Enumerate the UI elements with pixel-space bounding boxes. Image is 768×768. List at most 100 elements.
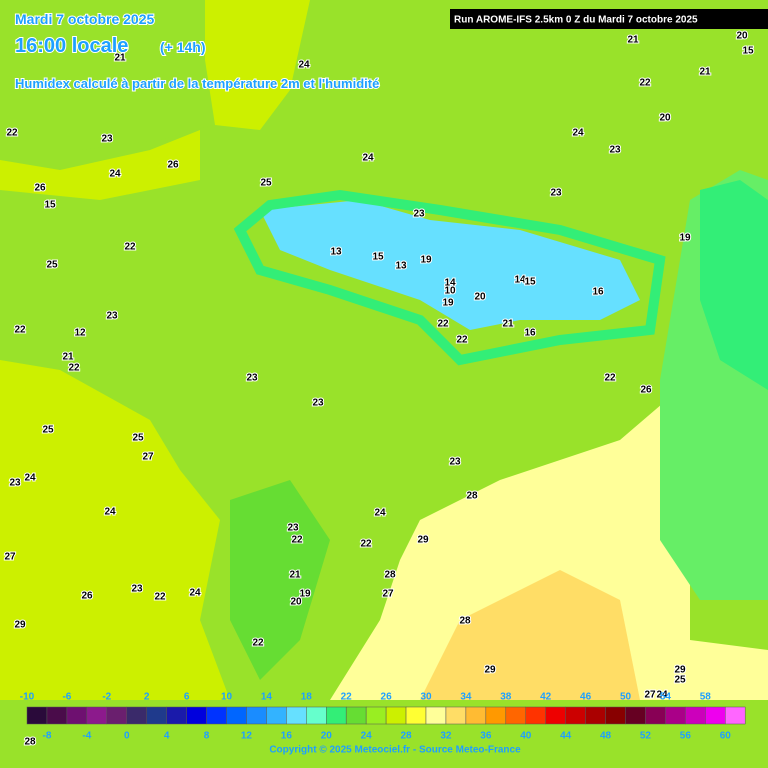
contour-label: 23 (131, 584, 143, 595)
colorbar-label: 46 (580, 692, 592, 703)
contour-label: 25 (42, 425, 54, 436)
contour-label: 23 (449, 457, 461, 468)
contour-label: 23 (287, 523, 299, 534)
contour-label: 27 (382, 589, 394, 600)
contour-label: 22 (437, 319, 449, 330)
contour-label: 16 (592, 287, 604, 298)
green-sea (700, 180, 768, 390)
colorbar-swatch (345, 706, 367, 725)
colorbar-label: 6 (184, 692, 190, 703)
contour-label: 23 (312, 398, 324, 409)
colorbar-label: -2 (102, 692, 111, 703)
contour-label: 27 (142, 452, 154, 463)
contour-label: 22 (6, 128, 18, 139)
contour-label: 22 (68, 363, 80, 374)
run-label: Run AROME-IFS 2.5km 0 Z du Mardi 7 octob… (454, 15, 698, 26)
colorbar-label: 28 (400, 731, 412, 742)
colorbar-label: 24 (361, 731, 373, 742)
contour-label: 28 (24, 737, 36, 748)
contour-label: 25 (132, 433, 144, 444)
contour-label: 19 (420, 255, 432, 266)
colorbar-swatch (425, 706, 447, 725)
contour-label: 13 (395, 261, 407, 272)
contour-label: 19 (679, 233, 691, 244)
colorbar-swatch (405, 706, 427, 725)
colorbar-swatch (306, 706, 327, 725)
contour-label: 27 (644, 690, 656, 701)
contour-label: 25 (674, 675, 686, 686)
colorbar-label: 2 (144, 692, 150, 703)
contour-label: 20 (474, 292, 486, 303)
contour-label: 24 (298, 60, 310, 71)
colorbar-label: 50 (620, 692, 632, 703)
colorbar-label: 48 (600, 731, 612, 742)
colorbar-swatch (525, 706, 546, 725)
lead: (+ 14h) (160, 39, 206, 55)
colorbar-label: 26 (381, 692, 393, 703)
contour-label: 19 (299, 589, 311, 600)
contour-label: 13 (330, 247, 342, 258)
colorbar-label: 22 (341, 692, 353, 703)
contour-label: 22 (360, 539, 372, 550)
colorbar-label: -10 (20, 692, 35, 703)
colorbar-label: -8 (42, 731, 51, 742)
contour-label: 28 (384, 570, 396, 581)
contour-label: 26 (34, 183, 46, 194)
colorbar-label: 60 (720, 731, 732, 742)
contour-label: 12 (74, 328, 86, 339)
colorbar-label: 4 (164, 731, 170, 742)
contour-label: 24 (374, 508, 386, 519)
colorbar-label: 38 (500, 692, 512, 703)
contour-label: 15 (44, 200, 56, 211)
colorbar-swatch (86, 706, 108, 725)
colorbar-swatch (126, 706, 147, 725)
cool-area (260, 200, 640, 330)
time: 16:00 locale (15, 35, 128, 57)
contour-label: 21 (289, 570, 301, 581)
contour-label: 24 (362, 153, 374, 164)
colorbar-swatch (545, 706, 566, 725)
contour-label: 21 (62, 352, 74, 363)
contour-label: 25 (260, 178, 272, 189)
colorbar-label: 30 (420, 692, 432, 703)
colorbar-swatch (505, 706, 526, 725)
contour-label: 28 (459, 616, 471, 627)
colorbar-swatch (286, 706, 307, 725)
contour-label: 29 (14, 620, 26, 631)
colorbar-label: 36 (480, 731, 492, 742)
contour-label: 14 (514, 275, 526, 286)
contour-label: 26 (640, 385, 652, 396)
parameter: Humidex calculé à partir de la températu… (15, 76, 379, 91)
colorbar-swatch (565, 706, 586, 725)
contour-label: 24 (109, 169, 121, 180)
contour-label: 15 (524, 277, 536, 288)
colorbar-label: 44 (560, 731, 572, 742)
contour-label: 23 (106, 311, 118, 322)
colorbar-swatch (46, 706, 68, 725)
run-box (450, 9, 768, 29)
contour-label: 19 (442, 298, 454, 309)
colorbar-swatch (665, 706, 686, 725)
colorbar-label: 34 (460, 692, 472, 703)
colorbar-swatch (725, 706, 746, 725)
contour-label: 22 (604, 373, 616, 384)
sea (330, 380, 768, 700)
colorbar-label: 0 (124, 731, 130, 742)
contour-label: 23 (413, 209, 425, 220)
contour-label: 29 (484, 665, 496, 676)
contour-label: 10 (444, 286, 456, 297)
colorbar-swatch (685, 706, 706, 725)
contour-label: 23 (550, 188, 562, 199)
contour-label: 23 (9, 478, 21, 489)
contour-label: 22 (14, 325, 26, 336)
colorbar-swatch (445, 706, 467, 725)
contour-label: 15 (742, 46, 754, 57)
colorbar-label: 18 (301, 692, 313, 703)
contour-label: 23 (609, 145, 621, 156)
colorbar-swatch (186, 706, 207, 725)
colorbar-swatch (166, 706, 187, 725)
contour-label: 23 (101, 134, 113, 145)
colorbar-label: -6 (62, 692, 71, 703)
colorbar-label: 8 (204, 731, 210, 742)
colorbar-label: -4 (82, 731, 91, 742)
